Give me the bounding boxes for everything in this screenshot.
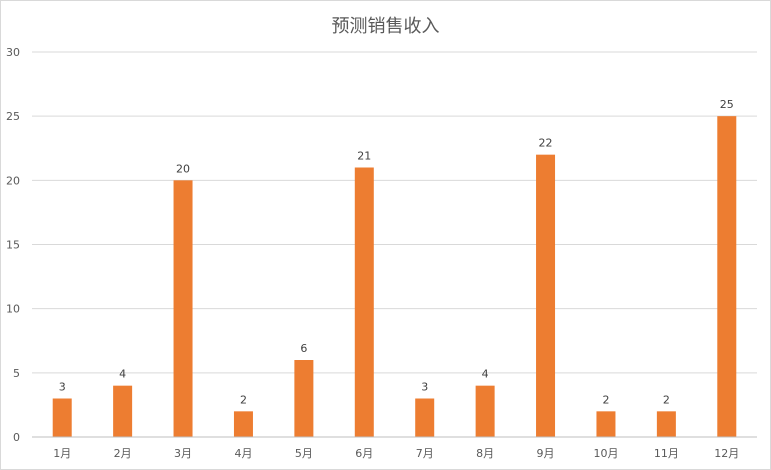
x-tick-label-7: 7月 — [416, 447, 434, 460]
bar-2 — [113, 385, 133, 437]
y-axis-ticks: 0 5 10 15 20 25 30 — [6, 46, 20, 444]
y-tick-label: 5 — [13, 367, 20, 380]
x-tick-label-8: 8月 — [476, 447, 494, 460]
x-tick-label-9: 9月 — [537, 447, 555, 460]
data-label-10: 2 — [602, 393, 609, 406]
bar-4 — [233, 411, 253, 437]
bar-7 — [415, 398, 435, 437]
data-label-6: 21 — [357, 150, 371, 163]
data-label-3: 20 — [176, 162, 190, 175]
data-label-9: 22 — [539, 137, 553, 150]
x-tick-label-2: 2月 — [114, 447, 132, 460]
bar-6 — [354, 167, 374, 437]
chart-title: 预测销售收入 — [331, 16, 440, 37]
x-tick-label-4: 4月 — [234, 447, 252, 460]
y-tick-label: 25 — [6, 110, 20, 123]
bar-9 — [536, 154, 556, 437]
y-tick-label: 0 — [13, 431, 20, 444]
data-label-5: 6 — [300, 342, 307, 355]
data-label-4: 2 — [240, 393, 247, 406]
x-tick-label-6: 6月 — [355, 447, 373, 460]
y-tick-label: 20 — [6, 174, 20, 187]
y-tick-label: 15 — [6, 239, 20, 252]
x-tick-label-12: 12月 — [714, 447, 739, 460]
x-tick-label-1: 1月 — [53, 447, 71, 460]
bar-12 — [717, 116, 737, 438]
bar-5 — [294, 360, 314, 437]
x-axis-ticks: 1月 2月 3月 4月 5月 6月 7月 8月 9月 10月 11月 12月 — [53, 447, 739, 460]
gridlines — [32, 51, 757, 374]
bar-10 — [596, 411, 616, 437]
data-label-8: 4 — [482, 368, 489, 381]
bar-11 — [656, 411, 676, 437]
x-tick-label-3: 3月 — [174, 447, 192, 460]
y-tick-label: 10 — [6, 303, 20, 316]
data-label-11: 2 — [663, 393, 670, 406]
x-tick-label-5: 5月 — [295, 447, 313, 460]
x-tick-label-10: 10月 — [593, 447, 618, 460]
data-label-1: 3 — [59, 381, 66, 394]
bar-1 — [52, 398, 72, 437]
bar-3 — [173, 180, 193, 438]
bars — [52, 116, 737, 438]
data-label-12: 25 — [720, 98, 734, 111]
bar-8 — [475, 385, 495, 437]
x-tick-label-11: 11月 — [654, 447, 679, 460]
y-tick-label: 30 — [6, 46, 20, 59]
data-label-2: 4 — [119, 368, 126, 381]
data-label-7: 3 — [421, 381, 428, 394]
